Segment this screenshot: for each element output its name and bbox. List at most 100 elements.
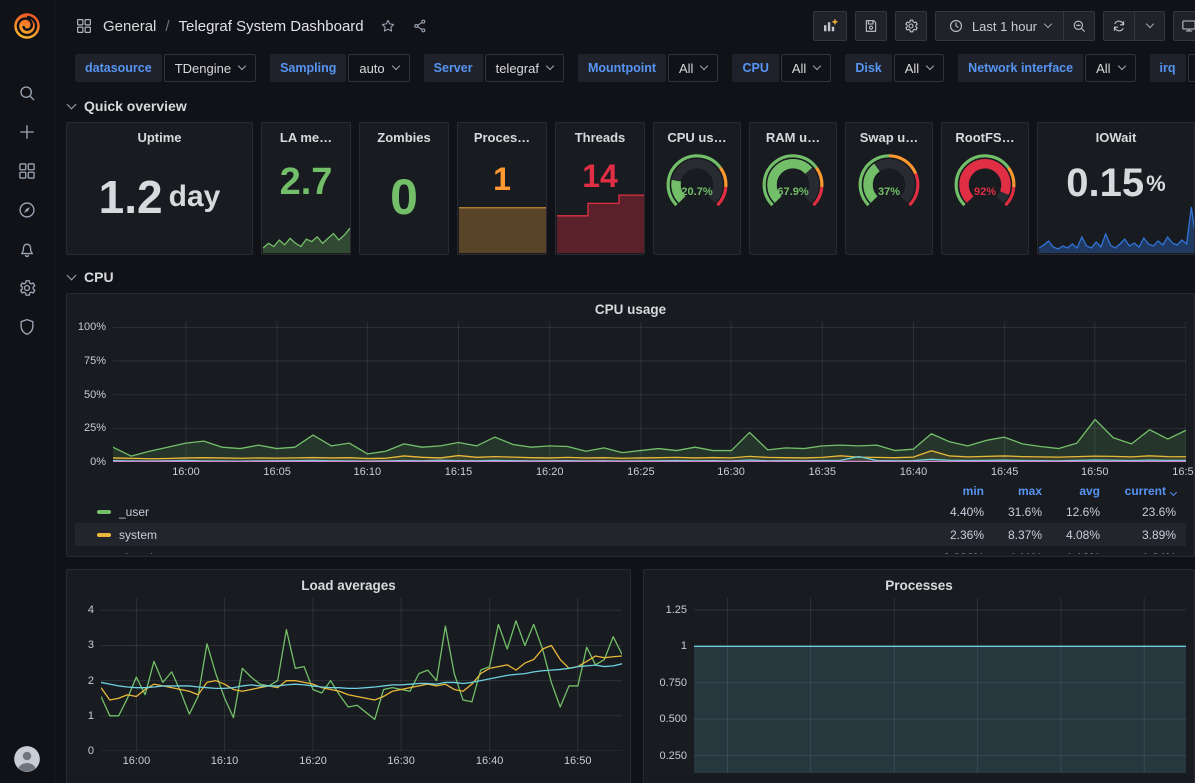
panel-title[interactable]: CPU usage [75,298,1186,322]
panel-title[interactable]: Load averages [75,574,622,598]
legend-value: 4.08% [1042,528,1100,542]
x-tick-label: 16:10 [354,466,382,478]
var-cpu: CPUAll [732,54,831,82]
star-icon[interactable] [380,18,396,34]
y-axis: 0%25%50%75%100% [75,322,113,462]
chevron-down-icon [813,62,821,70]
panel-title[interactable]: RootFS… [942,123,1028,145]
cpu-usage-plot[interactable] [113,322,1186,462]
monitor-icon [1181,18,1195,34]
panel-title[interactable]: CPU us… [654,123,740,145]
var-label: datasource [75,54,162,82]
var-value-dropdown[interactable]: All [1188,54,1195,82]
series-name[interactable]: _iowait [119,551,156,555]
stat-number: 2.7 [280,161,333,204]
legend-value: 4.40% [926,505,984,519]
chevron-down-icon [238,62,246,70]
series-name[interactable]: _user [119,505,149,519]
legend-row: _user4.40%31.6%12.6%23.6% [75,500,1186,523]
x-tick-label: 16:05 [263,466,291,478]
stat-number: 0.15 [1066,161,1144,206]
refresh-button[interactable] [1103,11,1135,41]
var-irq: irqAll [1150,54,1195,82]
var-value-dropdown[interactable]: All [781,54,831,82]
cycle-view-mode-button[interactable] [1173,11,1195,41]
stat-panel-la: LA me… 2.7 [261,122,351,255]
panel-title[interactable]: Proces… [458,123,546,145]
chevron-down-icon [67,270,77,280]
sidebar-item-search[interactable] [7,73,47,112]
var-value-dropdown[interactable]: telegraf [485,54,564,82]
panel-title[interactable]: IOWait [1038,123,1194,145]
top-navigation: General / Telegraf System Dashboard [55,0,1195,52]
x-tick-label: 16:35 [808,466,836,478]
legend-sort-min[interactable]: min [926,484,984,498]
panel-title[interactable]: LA me… [262,123,350,145]
var-label: CPU [732,54,778,82]
sidebar-item-settings[interactable] [7,268,47,307]
var-datasource: datasourceTDengine [75,54,256,82]
processes-plot[interactable] [694,598,1186,773]
refresh-interval-dropdown[interactable] [1134,11,1165,41]
load-averages-plot[interactable] [101,598,622,751]
legend-value: 2.36% [926,528,984,542]
panel-title[interactable]: Threads [556,123,644,145]
row-cpu[interactable]: CPU [68,267,1195,287]
sidebar-item-dashboards[interactable] [7,151,47,190]
processes-canvas [694,598,1186,773]
cpu_usage-canvas [113,322,1186,462]
row-quick-overview[interactable]: Quick overview [68,96,1195,116]
legend-sort-current[interactable]: current [1100,484,1176,498]
chevron-down-icon [1117,62,1125,70]
grafana-logo[interactable] [10,9,44,43]
save-dashboard-button[interactable] [855,11,887,41]
x-tick-label: 16:45 [991,466,1019,478]
var-value-dropdown[interactable]: auto [348,54,409,82]
y-tick-label: 2 [88,675,94,687]
panel-title[interactable]: Processes [652,574,1186,598]
legend-sort-avg[interactable]: avg [1042,484,1100,498]
stat-value: 0.15% [1038,139,1194,228]
zoom-out-icon [1071,18,1087,34]
add-panel-button[interactable] [813,11,847,41]
series-color-swatch[interactable] [97,510,111,514]
var-value-text: telegraf [496,61,539,76]
var-value-dropdown[interactable]: All [668,54,718,82]
var-label: Disk [845,54,891,82]
series-color-swatch[interactable] [97,533,111,537]
sidebar-item-explore[interactable] [7,190,47,229]
var-value-dropdown[interactable]: All [1085,54,1135,82]
var-value-dropdown[interactable]: All [894,54,944,82]
stat-panel-iowait: IOWait0.15% [1037,122,1195,255]
x-axis [694,773,1186,783]
sidebar-item-alerting[interactable] [7,229,47,268]
gauge: 20.7% [657,149,737,212]
var-label: irq [1150,54,1186,82]
series-name[interactable]: system [119,528,157,542]
y-tick-label: 3 [88,639,94,651]
sidebar-item-plus[interactable] [7,112,47,151]
share-icon[interactable] [412,18,428,34]
load_averages-canvas [101,598,622,751]
panel-title[interactable]: Swap u… [846,123,932,145]
panel-title[interactable]: Uptime [67,123,252,145]
breadcrumb-section[interactable]: General [103,18,156,35]
zoom-out-button[interactable] [1063,11,1095,41]
load-averages-panel: Load averages 01234 16:0016:1016:2016:30… [66,569,631,783]
page-title[interactable]: Telegraf System Dashboard [179,18,364,35]
x-tick-label: 16:30 [387,755,415,767]
panel-title[interactable]: Zombies [360,123,448,145]
legend-sort-max[interactable]: max [984,484,1042,498]
quick-overview-row: Uptime1.2dayLA me…2.7Zombies0Proces…1Thr… [66,122,1195,255]
bottom-row: Load averages 01234 16:0016:1016:2016:30… [66,569,1195,783]
panel-title[interactable]: RAM u… [750,123,836,145]
legend-row: system2.36%8.37%4.08%3.89% [75,523,1186,546]
var-label: Sampling [270,54,346,82]
sidebar-item-shield[interactable] [7,307,47,346]
dashboard-settings-button[interactable] [895,11,927,41]
var-value-text: All [905,61,919,76]
time-range-button[interactable]: Last 1 hour [935,11,1064,41]
y-tick-label: 25% [84,422,106,434]
var-value-dropdown[interactable]: TDengine [164,54,256,82]
user-avatar[interactable] [13,745,41,773]
